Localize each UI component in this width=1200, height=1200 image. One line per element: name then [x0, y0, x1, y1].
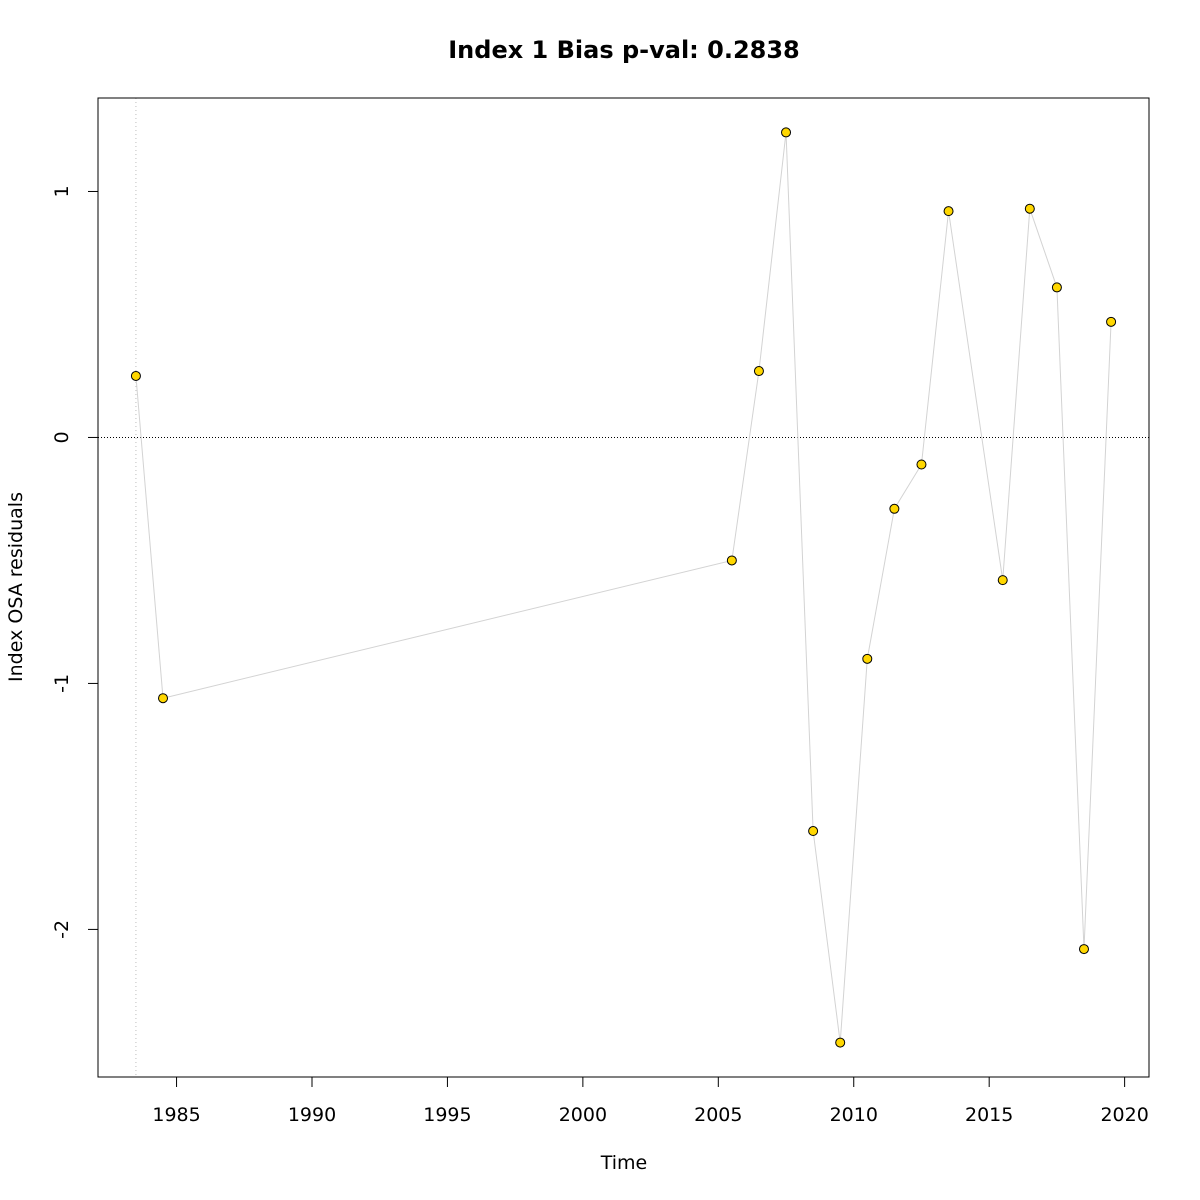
data-point	[753, 366, 764, 377]
data-point	[916, 459, 927, 470]
data-point	[158, 693, 169, 704]
data-point	[862, 653, 873, 664]
data-point	[1051, 282, 1062, 293]
x-axis-label: Time	[600, 1152, 648, 1174]
x-tick-label: 2005	[694, 1104, 742, 1126]
data-point	[808, 826, 819, 837]
y-tick-label: 0	[51, 431, 73, 443]
data-point	[835, 1037, 846, 1048]
x-tick-label: 1995	[423, 1104, 471, 1126]
plot-area: 1985 1990 1995 2000 2005 2010 2015 2020 -2 -1 0 1	[51, 97, 1150, 1126]
data-point	[781, 127, 792, 138]
data-point	[1024, 203, 1035, 214]
x-tick-label: 1990	[288, 1104, 336, 1126]
chart-title: Index 1 Bias p-val: 0.2838	[448, 36, 800, 64]
data-point	[726, 555, 737, 566]
y-axis-label: Index OSA residuals	[5, 492, 27, 682]
plot-frame	[97, 97, 1150, 1078]
data-point	[997, 575, 1008, 586]
y-tick-label: -1	[51, 674, 73, 693]
x-tick-label: 1985	[152, 1104, 200, 1126]
y-tick-label: 1	[51, 185, 73, 197]
series-line	[135, 132, 1112, 1043]
data-point	[889, 503, 900, 514]
y-tick-label: -2	[51, 920, 73, 939]
x-tick-label: 2010	[830, 1104, 878, 1126]
x-tick-label: 2015	[965, 1104, 1013, 1126]
data-point	[1078, 944, 1089, 955]
data-point	[1106, 316, 1117, 327]
data-point	[130, 370, 141, 381]
data-point	[943, 206, 954, 217]
x-tick-label: 2000	[559, 1104, 607, 1126]
x-tick-label: 2020	[1100, 1104, 1148, 1126]
